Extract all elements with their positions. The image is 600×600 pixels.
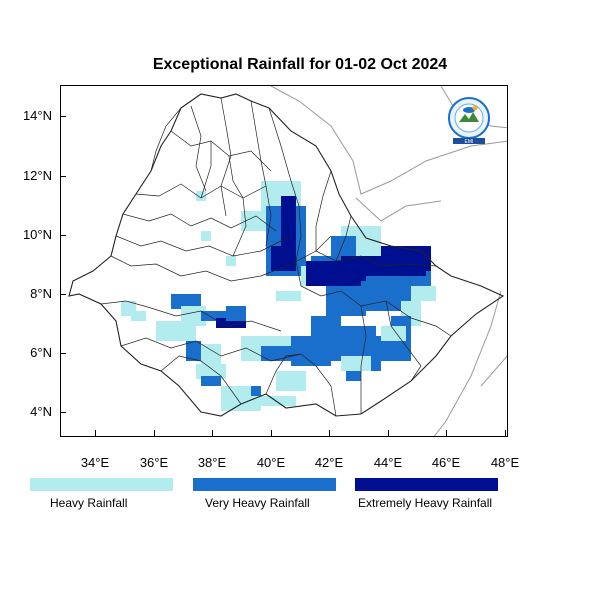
- rainfall-cell: [131, 311, 146, 321]
- rainfall-cell: [201, 231, 211, 241]
- logo-emblem-icon: [448, 97, 490, 144]
- rainfall-layer: [121, 181, 436, 411]
- y-tick-mark: [60, 353, 66, 354]
- rainfall-cell: [331, 236, 356, 256]
- x-tick-label: 36°E: [139, 455, 169, 470]
- legend-swatch-heavy: [30, 478, 173, 491]
- rainfall-cell: [226, 256, 236, 266]
- x-tick-mark: [271, 430, 272, 436]
- y-tick-label: 6°N: [30, 345, 52, 360]
- y-tick-mark: [60, 176, 66, 177]
- rainfall-cell: [201, 344, 221, 364]
- y-tick-mark: [60, 116, 66, 117]
- y-tick-label: 4°N: [30, 404, 52, 419]
- x-tick-label: 40°E: [256, 455, 286, 470]
- x-tick-mark: [329, 430, 330, 436]
- legend-label-very-heavy: Very Heavy Rainfall: [205, 496, 310, 510]
- rainfall-cell: [311, 316, 341, 336]
- rainfall-cell: [236, 396, 296, 406]
- logo-text: EMI: [464, 139, 474, 145]
- y-tick-label: 12°N: [22, 168, 52, 183]
- rainfall-cell: [326, 286, 366, 316]
- rainfall-cell: [226, 306, 246, 321]
- rainfall-cell: [201, 376, 221, 386]
- rainfall-cell: [341, 356, 371, 371]
- emi-logo: EMI: [441, 94, 497, 146]
- y-tick-label: 14°N: [22, 108, 52, 123]
- rainfall-cell: [411, 286, 436, 301]
- x-tick-label: 34°E: [80, 455, 110, 470]
- rainfall-cell: [381, 326, 406, 341]
- rainfall-cell: [276, 291, 301, 301]
- rainfall-cell: [346, 371, 361, 381]
- x-tick-label: 38°E: [197, 455, 227, 470]
- x-tick-label: 42°E: [314, 455, 344, 470]
- rainfall-cell: [171, 294, 201, 309]
- x-tick-label: 44°E: [373, 455, 403, 470]
- y-tick-mark: [60, 235, 66, 236]
- y-tick-mark: [60, 294, 66, 295]
- rainfall-cell: [186, 341, 201, 361]
- x-tick-label: 46°E: [431, 455, 461, 470]
- rainfall-cell: [196, 364, 226, 379]
- x-tick-mark: [154, 430, 155, 436]
- rainfall-cell: [216, 318, 246, 328]
- x-tick-mark: [388, 430, 389, 436]
- legend-label-extremely-heavy: Extremely Heavy Rainfall: [358, 496, 493, 510]
- rainfall-cell: [156, 321, 196, 341]
- rainfall-cell: [241, 211, 266, 231]
- legend-swatch-very-heavy: [193, 478, 336, 491]
- rainfall-cell: [196, 191, 206, 201]
- x-tick-mark: [505, 430, 506, 436]
- zone-boundaries: [100, 97, 452, 417]
- ethiopia-rainfall-map: [68, 86, 507, 436]
- y-tick-label: 8°N: [30, 286, 52, 301]
- x-tick-mark: [212, 430, 213, 436]
- rainfall-cell: [276, 371, 306, 391]
- y-tick-label: 10°N: [22, 227, 52, 242]
- rainfall-cell: [201, 311, 241, 321]
- map-title: Exceptional Rainfall for 01-02 Oct 2024: [152, 56, 448, 73]
- legend-swatch-extremely-heavy: [355, 478, 498, 491]
- y-tick-mark: [60, 412, 66, 413]
- x-tick-mark: [95, 430, 96, 436]
- rainfall-cell: [286, 216, 296, 246]
- legend-label-heavy: Heavy Rainfall: [50, 496, 128, 510]
- x-tick-mark: [446, 430, 447, 436]
- rainfall-cell: [251, 386, 261, 396]
- map-frame: EMI: [60, 85, 508, 437]
- x-tick-label: 48°E: [490, 455, 520, 470]
